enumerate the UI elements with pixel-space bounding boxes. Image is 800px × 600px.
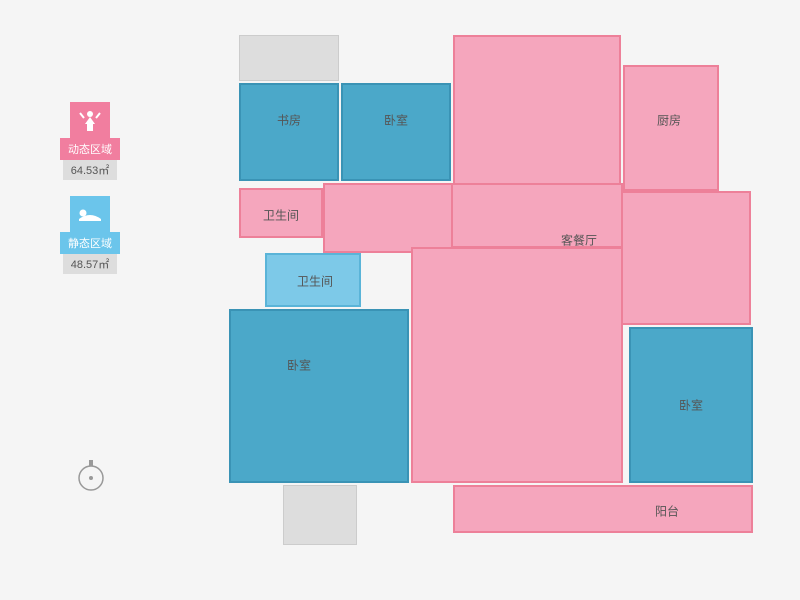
legend-dynamic-label: 动态区域 xyxy=(60,138,120,160)
balcony-rail xyxy=(283,485,357,545)
balcony-rail xyxy=(239,35,339,81)
compass-icon xyxy=(76,458,106,497)
legend-static-label: 静态区域 xyxy=(60,232,120,254)
room-label-study: 书房 xyxy=(277,112,301,129)
legend: 动态区域 64.53㎡ 静态区域 48.57㎡ xyxy=(60,102,120,290)
room-living-ext4 xyxy=(621,191,751,325)
legend-static: 静态区域 48.57㎡ xyxy=(60,196,120,274)
room-living-ext2 xyxy=(323,183,453,253)
people-icon xyxy=(70,102,110,138)
room-bedroom1 xyxy=(341,83,451,181)
room-balcony xyxy=(453,485,753,533)
legend-dynamic-value: 64.53㎡ xyxy=(63,160,117,180)
room-living-ext3 xyxy=(411,247,623,483)
room-study xyxy=(239,83,339,181)
legend-static-value: 48.57㎡ xyxy=(63,254,117,274)
floorplan: 书房卧室厨房卫生间卫生间客餐厅卧室卧室阳台 xyxy=(189,25,780,577)
room-label-bedroom1: 卧室 xyxy=(384,112,408,129)
room-label-balcony: 阳台 xyxy=(655,503,679,520)
room-bedroom2 xyxy=(229,309,409,483)
room-label-bedroom3: 卧室 xyxy=(679,397,703,414)
room-label-bath1: 卫生间 xyxy=(263,207,299,224)
room-label-bath2: 卫生间 xyxy=(297,273,333,290)
room-label-kitchen: 厨房 xyxy=(657,112,681,129)
room-label-bedroom2: 卧室 xyxy=(287,357,311,374)
room-label-living: 客餐厅 xyxy=(561,232,597,249)
legend-dynamic: 动态区域 64.53㎡ xyxy=(60,102,120,180)
sleep-icon xyxy=(70,196,110,232)
